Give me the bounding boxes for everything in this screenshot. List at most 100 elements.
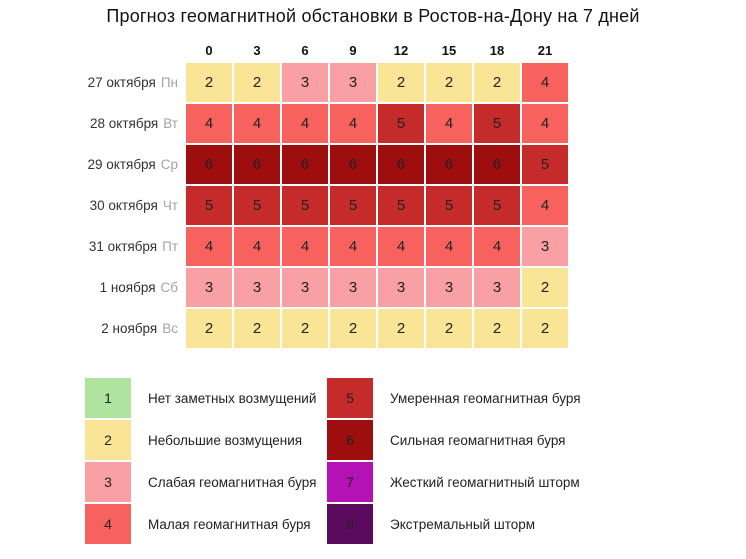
legend-item: 4 Малая геомагнитная буря xyxy=(85,504,316,544)
kp-cell: 3 xyxy=(186,268,232,307)
legend-swatch: 1 xyxy=(85,378,131,418)
legend-column-left: 1 Нет заметных возмущений 2 Небольшие во… xyxy=(85,378,316,546)
date-label: 29 октября xyxy=(87,157,156,172)
kp-cell: 3 xyxy=(378,268,424,307)
legend-swatch: 4 xyxy=(85,504,131,544)
legend-item: 3 Слабая геомагнитная буря xyxy=(85,462,316,502)
hours-header: 0 3 6 9 12 15 18 21 xyxy=(186,43,570,58)
kp-cell: 5 xyxy=(378,104,424,143)
kp-cell: 6 xyxy=(234,145,280,184)
kp-cell: 5 xyxy=(186,186,232,225)
hour-label: 0 xyxy=(205,43,213,58)
kp-cell: 4 xyxy=(330,104,376,143)
kp-cell: 6 xyxy=(378,145,424,184)
date-label: 28 октября xyxy=(90,116,159,131)
kp-cell: 6 xyxy=(474,145,520,184)
kp-cell: 5 xyxy=(426,186,472,225)
legend-item-label: Малая геомагнитная буря xyxy=(148,516,311,532)
kp-cell: 2 xyxy=(426,309,472,348)
kp-cell: 4 xyxy=(522,186,568,225)
kp-cell: 4 xyxy=(426,227,472,266)
kp-cell: 2 xyxy=(378,63,424,102)
kp-cell: 2 xyxy=(282,309,328,348)
legend-item-label: Слабая геомагнитная буря xyxy=(148,474,317,490)
kp-cell: 5 xyxy=(378,186,424,225)
hour-label: 21 xyxy=(537,43,553,58)
kp-cell: 4 xyxy=(426,104,472,143)
kp-cell: 3 xyxy=(282,268,328,307)
legend-item: 5 Умеренная геомагнитная буря xyxy=(327,378,581,418)
legend-item: 7 Жесткий геомагнитный шторм xyxy=(327,462,581,502)
kp-cell: 4 xyxy=(522,104,568,143)
kp-cell: 2 xyxy=(186,63,232,102)
weekday-label: Вс xyxy=(162,321,178,336)
kp-cell: 2 xyxy=(186,309,232,348)
legend-item-label: Умеренная геомагнитная буря xyxy=(390,390,581,406)
kp-cell: 4 xyxy=(186,104,232,143)
legend-column-right: 5 Умеренная геомагнитная буря 6 Сильная … xyxy=(327,378,581,546)
kp-cell: 5 xyxy=(474,104,520,143)
kp-cell: 4 xyxy=(378,227,424,266)
kp-cell: 3 xyxy=(330,268,376,307)
kp-cell: 2 xyxy=(234,63,280,102)
date-label: 1 ноября xyxy=(99,280,156,295)
kp-cell: 5 xyxy=(282,186,328,225)
legend-item-label: Небольшие возмущения xyxy=(148,432,303,448)
kp-cell: 4 xyxy=(234,104,280,143)
row-label: 29 октября Ср xyxy=(0,157,179,172)
kp-cell: 2 xyxy=(474,309,520,348)
legend-swatch: 2 xyxy=(85,420,131,460)
kp-cell: 3 xyxy=(282,63,328,102)
kp-cell: 3 xyxy=(474,268,520,307)
hour-label: 6 xyxy=(301,43,309,58)
hour-label: 15 xyxy=(441,43,457,58)
legend-item: 6 Сильная геомагнитная буря xyxy=(327,420,581,460)
row-label: 27 октября Пн xyxy=(0,75,178,90)
kp-cell: 6 xyxy=(426,145,472,184)
kp-cell: 3 xyxy=(330,63,376,102)
weekday-label: Пт xyxy=(162,239,178,254)
weekday-label: Ср xyxy=(160,157,178,172)
kp-cell: 5 xyxy=(234,186,280,225)
weekday-label: Вт xyxy=(163,116,178,131)
legend-item-label: Жесткий геомагнитный шторм xyxy=(390,474,580,490)
kp-cell: 4 xyxy=(186,227,232,266)
kp-cell: 4 xyxy=(522,63,568,102)
date-label: 31 октября xyxy=(88,239,158,254)
kp-cell: 5 xyxy=(522,145,568,184)
legend-item: 2 Небольшие возмущения xyxy=(85,420,316,460)
legend-swatch: 8 xyxy=(327,504,373,544)
legend-item-label: Сильная геомагнитная буря xyxy=(390,432,566,448)
hour-label: 18 xyxy=(489,43,505,58)
kp-cell: 2 xyxy=(474,63,520,102)
kp-cell: 4 xyxy=(282,227,328,266)
row-label: 30 октября Чт xyxy=(0,198,178,213)
kp-cell: 2 xyxy=(522,268,568,307)
kp-cell: 2 xyxy=(234,309,280,348)
kp-cell: 5 xyxy=(474,186,520,225)
legend-item-label: Экстремальный шторм xyxy=(390,516,536,532)
weekday-label: Сб xyxy=(160,280,178,295)
kp-cell: 4 xyxy=(234,227,280,266)
hour-label: 9 xyxy=(349,43,357,58)
kp-cell: 3 xyxy=(234,268,280,307)
kp-cell: 6 xyxy=(282,145,328,184)
legend-swatch: 7 xyxy=(327,462,373,502)
kp-cell: 2 xyxy=(522,309,568,348)
kp-cell: 2 xyxy=(330,309,376,348)
weekday-label: Чт xyxy=(162,198,178,213)
kp-cell: 4 xyxy=(282,104,328,143)
kp-cell: 4 xyxy=(474,227,520,266)
kp-cell: 2 xyxy=(426,63,472,102)
weekday-label: Пн xyxy=(160,75,178,90)
kp-cell: 2 xyxy=(378,309,424,348)
date-label: 30 октября xyxy=(89,198,158,213)
